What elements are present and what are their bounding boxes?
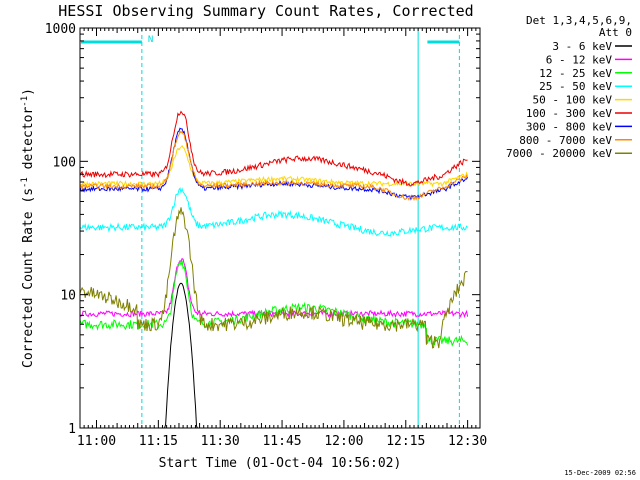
series-line	[79, 127, 469, 201]
y-tick-label: 1	[68, 422, 76, 437]
legend-label: 7000 - 20000 keV	[506, 147, 612, 160]
x-tick-label: 12:15	[386, 434, 425, 449]
x-tick-label: 12:30	[448, 434, 487, 449]
y-tick-label: 1000	[45, 22, 76, 37]
legend-label: 25 - 50 keV	[539, 80, 612, 93]
series-line	[79, 187, 468, 237]
y-axis-label-part: )	[21, 88, 36, 96]
legend-label: 3 - 6 keV	[552, 40, 612, 53]
series-line	[79, 130, 469, 202]
x-axis: 11:00 11:15 11:30 11:45 12:00 12:15 12:30	[77, 28, 487, 449]
legend-header: Det 1,3,4,5,6,9,	[526, 14, 632, 27]
x-tick-label: 12:00	[324, 434, 363, 449]
series-line	[79, 260, 469, 347]
series-line	[79, 110, 468, 187]
footer-date: 15-Dec-2009 02:56	[564, 469, 636, 477]
legend-label: 300 - 800 keV	[526, 120, 612, 133]
chart-title: HESSI Observing Summary Count Rates, Cor…	[58, 2, 473, 20]
legend-label: 800 - 7000 keV	[519, 134, 612, 147]
x-axis-label: Start Time (01-Oct-04 10:56:02)	[159, 456, 402, 471]
y-tick-label: 10	[60, 289, 76, 304]
night-marker-label: N	[148, 35, 153, 45]
y-axis-label-part: Corrected Count Rate (s	[21, 188, 36, 368]
legend-label: 12 - 25 keV	[539, 67, 612, 80]
y-tick-label: 100	[53, 155, 76, 170]
y-axis-label-part: detector	[21, 107, 36, 178]
legend-label: 6 - 12 keV	[546, 53, 613, 66]
legend-label: 100 - 300 keV	[526, 107, 612, 120]
x-tick-label: 11:00	[77, 434, 116, 449]
y-axis: 1 10 100 1000	[45, 22, 480, 437]
series-line	[80, 282, 468, 429]
y-axis-label-sup: -1	[20, 96, 30, 107]
y-axis-label: Corrected Count Rate (s-1 detector-1)	[20, 88, 36, 368]
plot-frame	[79, 27, 481, 429]
series-line	[79, 207, 468, 349]
x-tick-label: 11:45	[262, 434, 301, 449]
plot-area: N	[79, 28, 469, 429]
x-tick-label: 11:30	[201, 434, 240, 449]
x-tick-label: 11:15	[139, 434, 178, 449]
series-line	[79, 144, 469, 188]
legend-label: 50 - 100 keV	[533, 94, 613, 107]
legend-header-att: Att 0	[599, 26, 632, 39]
y-axis-label-sup: -1	[20, 177, 30, 188]
